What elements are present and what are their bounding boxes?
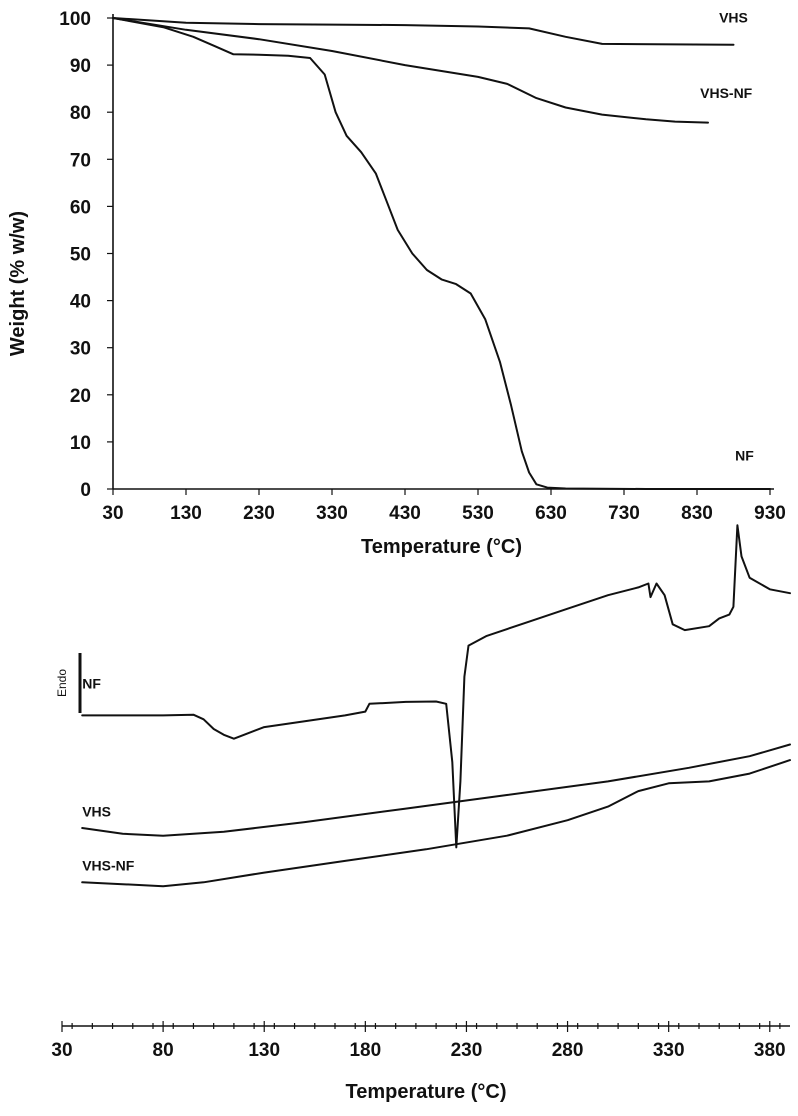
tga-chart: 0 10 20 30 40 50 60 70 80 90 100 30 130 230 330 430 530… <box>7 9 786 558</box>
tga-x-tick-label: 830 <box>681 503 713 524</box>
dsc-series-label-nf: NF <box>82 675 101 691</box>
tga-x-ticks: 30 130 230 330 430 530 630 730 830 930 <box>102 489 786 524</box>
dsc-series-label-vhs-nf: VHS-NF <box>82 858 135 874</box>
tga-x-tick-label: 230 <box>243 503 275 524</box>
dsc-series-label-vhs: VHS <box>82 803 111 819</box>
dsc-x-tick-label: 380 <box>754 1040 786 1061</box>
tga-y-tick-label: 100 <box>59 9 91 30</box>
tga-y-tick-label: 50 <box>70 245 91 266</box>
tga-y-tick-label: 10 <box>70 433 91 454</box>
dsc-series-line-vhs-nf <box>81 759 791 888</box>
tga-series-label-vhs-nf: VHS-NF <box>700 85 753 101</box>
tga-x-tick-label: 530 <box>462 503 494 524</box>
tga-x-axis-title: Temperature (°C) <box>361 536 522 558</box>
tga-series-label-nf: NF <box>735 448 754 464</box>
dsc-x-tick-label: 30 <box>51 1040 72 1061</box>
dsc-x-tick-label: 280 <box>552 1040 584 1061</box>
tga-series-labels: VHS VHS-NF NF <box>700 10 754 464</box>
tga-x-tick-label: 930 <box>754 503 786 524</box>
tga-series-label-vhs: VHS <box>719 10 748 26</box>
tga-y-tick-label: 70 <box>70 150 91 171</box>
tga-y-tick-label: 20 <box>70 386 91 407</box>
tga-series-line-nf <box>112 17 771 490</box>
tga-y-ticks: 0 10 20 30 40 50 60 70 80 90 100 <box>59 9 113 501</box>
tga-x-tick-label: 130 <box>170 503 202 524</box>
dsc-x-ticks: 30 80 130 180 230 280 330 380 <box>51 1021 786 1061</box>
tga-series-line-vhs <box>112 17 735 46</box>
dsc-x-axis-title: Temperature (°C) <box>346 1081 507 1103</box>
tga-y-tick-label: 40 <box>70 292 91 313</box>
tga-x-tick-label: 30 <box>102 503 123 524</box>
tga-y-tick-label: 0 <box>80 480 91 501</box>
tga-x-tick-label: 330 <box>316 503 348 524</box>
dsc-x-tick-label: 80 <box>153 1040 174 1061</box>
tga-series <box>112 17 771 490</box>
tga-x-tick-label: 630 <box>535 503 567 524</box>
dsc-x-tick-label: 130 <box>248 1040 280 1061</box>
tga-y-tick-label: 90 <box>70 56 91 77</box>
tga-y-axis-title: Weight (% w/w) <box>7 211 29 356</box>
tga-series-line-vhs-nf <box>112 17 709 124</box>
dsc-x-tick-label: 180 <box>349 1040 381 1061</box>
dsc-series-line-nf <box>81 524 791 849</box>
dsc-series-line-vhs <box>81 743 791 837</box>
tga-y-tick-label: 30 <box>70 339 91 360</box>
dsc-series-labels: NF VHS VHS-NF <box>82 675 135 873</box>
tga-y-tick-label: 60 <box>70 197 91 218</box>
tga-y-tick-label: 80 <box>70 103 91 124</box>
tga-x-tick-label: 730 <box>608 503 640 524</box>
dsc-x-tick-label: 230 <box>451 1040 483 1061</box>
endo-label: Endo <box>55 669 69 697</box>
dsc-x-tick-label: 330 <box>653 1040 685 1061</box>
dsc-series <box>81 524 791 888</box>
tga-x-tick-label: 430 <box>389 503 421 524</box>
